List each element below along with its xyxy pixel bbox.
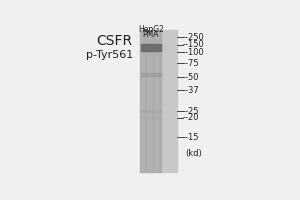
Text: --100: --100 — [183, 48, 205, 57]
Text: p-Tyr561: p-Tyr561 — [85, 50, 133, 60]
Bar — [140, 30, 162, 172]
Bar — [162, 30, 177, 172]
Text: --20: --20 — [183, 113, 199, 122]
Bar — [141, 117, 161, 119]
Text: (kd): (kd) — [185, 149, 202, 158]
Text: PMA: PMA — [142, 30, 159, 39]
Text: --15: --15 — [183, 133, 199, 142]
Text: CSFR: CSFR — [97, 34, 133, 48]
Text: --75: --75 — [183, 59, 200, 68]
Text: --150: --150 — [183, 40, 205, 49]
Text: --250: --250 — [183, 33, 205, 42]
Text: --50: --50 — [183, 73, 199, 82]
Bar — [141, 44, 161, 51]
Bar — [141, 110, 161, 112]
Bar — [141, 73, 161, 76]
Text: --25: --25 — [183, 107, 199, 116]
Text: HepG2: HepG2 — [138, 25, 164, 34]
Text: --37: --37 — [183, 86, 200, 95]
